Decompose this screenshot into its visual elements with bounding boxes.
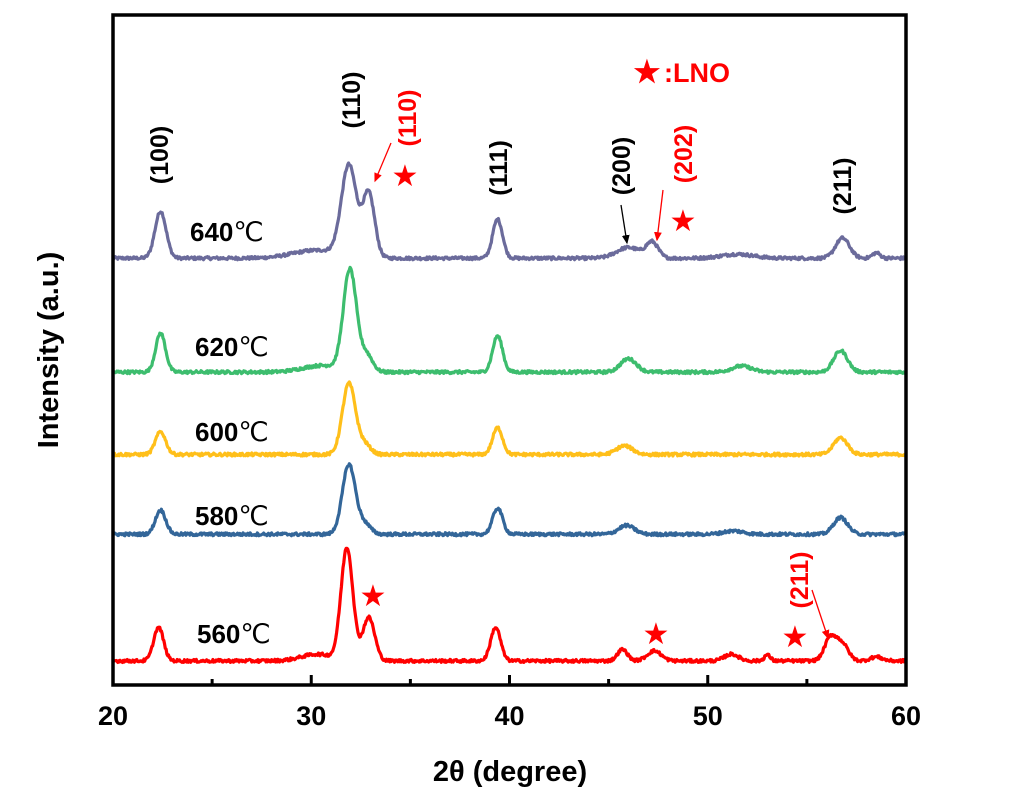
arrow-lno-110	[374, 142, 392, 183]
star-icon: ★	[360, 580, 387, 613]
annotation-211: (211)	[829, 158, 857, 215]
x-axis-title: 2θ (degree)	[433, 756, 587, 788]
annotation-111: (111)	[485, 140, 513, 196]
legend-star-icon: ★	[634, 56, 661, 89]
x-tick-label: 30	[296, 701, 326, 731]
star-icon: ★	[392, 160, 419, 193]
star-icon: ★	[643, 618, 670, 651]
label-640: 640℃	[190, 217, 264, 247]
annotation-lno-211: (211)	[786, 552, 814, 609]
label-620: 620℃	[195, 332, 269, 362]
peak-annotations: (100) (110) (110) (111) (200) (202) (211…	[146, 72, 857, 609]
series-line-620	[111, 265, 908, 376]
series-line-640	[111, 161, 907, 262]
star-icon: ★	[670, 205, 697, 238]
lno-stars: ★ ★ ★ ★ ★	[360, 160, 809, 654]
annotation-200: (200)	[608, 137, 636, 195]
y-axis-title: Intensity (a.u.)	[33, 252, 65, 449]
x-tick-label: 50	[693, 701, 723, 731]
annotation-arrows	[374, 142, 830, 640]
label-600: 600℃	[195, 417, 269, 447]
annotation-100: (100)	[146, 126, 174, 184]
annotation-lno-110: (110)	[394, 90, 422, 147]
series-line-580	[111, 462, 908, 538]
annotation-110: (110)	[338, 72, 366, 129]
x-ticks: 20 30 40 50 60	[98, 675, 921, 731]
arrow-lno-211	[811, 589, 830, 640]
temperature-labels: 640℃ 620℃ 600℃ 580℃ 560℃	[190, 217, 271, 649]
series-line-560	[111, 546, 908, 664]
series-curves	[111, 161, 908, 664]
star-icon: ★	[782, 621, 809, 654]
series-line-600	[112, 380, 907, 458]
x-tick-label: 20	[98, 701, 128, 731]
x-tick-label: 60	[891, 701, 921, 731]
label-560: 560℃	[197, 619, 271, 649]
legend-label: :LNO	[664, 58, 730, 88]
arrow-lno-202	[654, 189, 664, 242]
x-tick-label: 40	[494, 701, 524, 731]
annotation-lno-202: (202)	[670, 125, 698, 183]
arrow-200	[620, 204, 630, 245]
label-580: 580℃	[195, 501, 269, 531]
legend: ★ :LNO	[634, 56, 730, 89]
